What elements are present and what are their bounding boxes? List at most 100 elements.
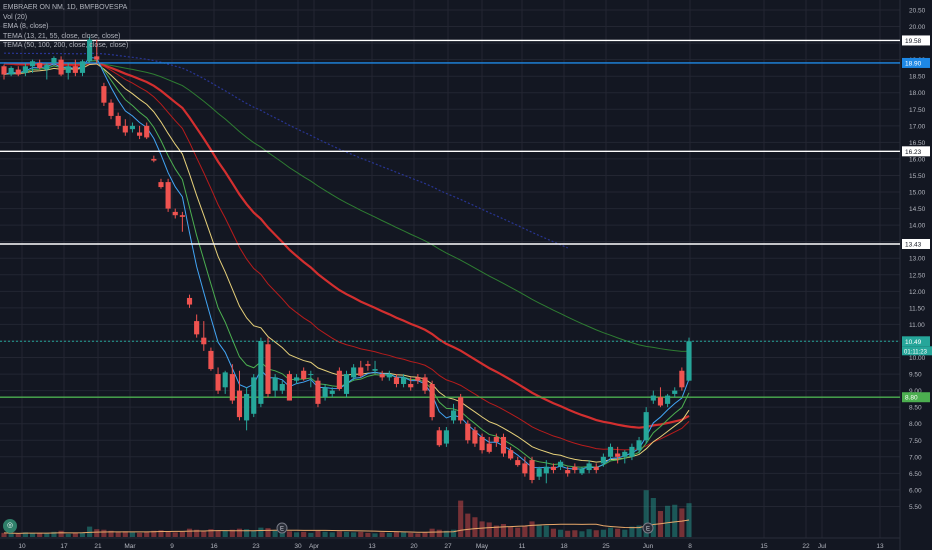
y-tick-label: 5.50	[909, 504, 922, 511]
volume-bar	[122, 531, 128, 537]
price-level-badge	[902, 336, 930, 347]
candle-body	[37, 62, 43, 68]
volume-bar	[379, 532, 385, 537]
candle-body	[486, 443, 492, 452]
volume-bar	[408, 532, 414, 537]
candle-body	[515, 460, 521, 466]
volume-bar	[51, 531, 57, 537]
tema-200-line	[3, 62, 690, 352]
candle-body	[336, 370, 342, 389]
y-tick-label: 16.00	[909, 156, 926, 163]
candle-body	[286, 374, 292, 401]
volume-bar	[308, 532, 314, 537]
candle-body	[165, 182, 171, 209]
countdown-label: 01:11:23	[904, 349, 928, 355]
candle-body	[22, 66, 28, 73]
candle-body	[615, 453, 621, 457]
tema-100-line	[3, 62, 690, 429]
candle-body	[322, 387, 328, 398]
tradingview-logo-icon[interactable]: ◎	[3, 519, 17, 533]
volume-bar	[108, 530, 114, 537]
legend-title: EMBRAER ON NM, 1D, BMFBOVESPA	[3, 4, 128, 11]
x-tick-label: 13	[368, 543, 376, 550]
price-level-badge	[902, 35, 930, 46]
volume-bar	[372, 533, 378, 537]
candle-body	[508, 450, 514, 459]
candle-body	[472, 430, 478, 444]
y-tick-label: 15.00	[909, 190, 926, 197]
volume-bar	[165, 531, 171, 537]
x-tick-label: 16	[210, 543, 218, 550]
y-tick-label: 14.00	[909, 223, 926, 230]
candle-body	[222, 372, 228, 388]
candle-body	[144, 125, 150, 138]
volume-bar	[550, 528, 556, 537]
volume-bar	[22, 532, 28, 537]
candle-body	[665, 395, 671, 404]
volume-bar	[201, 530, 207, 537]
volume-bar	[415, 533, 421, 537]
countdown-badge	[902, 346, 932, 356]
y-tick-label: 12.00	[909, 289, 926, 296]
volume-bar	[436, 529, 442, 537]
candle-body	[579, 468, 585, 474]
candle-body	[622, 451, 628, 457]
volume-bar	[1, 532, 7, 537]
volume-bar	[101, 529, 107, 537]
y-tick-label: 9.50	[909, 372, 922, 379]
volume-bar	[679, 508, 685, 537]
volume-bar	[536, 524, 542, 537]
ema-long-dotted-line	[3, 52, 568, 249]
candle-body	[565, 470, 571, 474]
y-tick-label: 13.00	[909, 256, 926, 263]
volume-bar	[643, 490, 649, 537]
candle-body	[87, 39, 93, 62]
candle-body	[679, 370, 685, 388]
volume-bar	[458, 500, 464, 537]
volume-bar	[365, 532, 371, 537]
candle-body	[44, 64, 50, 70]
candle-body	[8, 67, 14, 75]
candle-body	[229, 374, 235, 401]
candle-body	[151, 158, 157, 161]
volume-bar	[229, 529, 235, 537]
candle-body	[58, 59, 64, 75]
volume-bar	[565, 530, 571, 537]
candle-body	[251, 377, 257, 414]
volume-bar	[500, 524, 507, 537]
candle-body	[236, 390, 243, 418]
price-level-badge	[902, 57, 930, 68]
candle-body	[600, 456, 606, 464]
volume-bar	[258, 527, 264, 537]
candle-body	[351, 367, 357, 378]
volume-bar	[94, 529, 100, 537]
candle-body	[672, 390, 678, 394]
x-tick-label: 22	[802, 543, 810, 550]
volume-bar	[650, 498, 656, 537]
price-level-label: 10.49	[905, 339, 922, 346]
y-tick-label: 15.50	[909, 173, 926, 180]
volume-bar	[336, 531, 342, 537]
volume-bar	[137, 532, 143, 537]
candle-body	[536, 468, 542, 477]
volume-bar	[293, 532, 300, 537]
volume-bar	[393, 531, 400, 537]
candle-body	[329, 390, 335, 394]
x-tick-label: 17	[60, 543, 68, 550]
candle-body	[79, 61, 86, 73]
candle-body	[358, 367, 364, 376]
volume-bar	[401, 532, 407, 537]
candle-body	[72, 66, 78, 73]
candle-body	[379, 374, 385, 378]
volume-bar	[358, 531, 364, 537]
candle-body	[201, 337, 207, 345]
x-tick-label: 25	[602, 543, 610, 550]
earnings-marker-icon	[276, 522, 288, 534]
volume-bar	[351, 532, 357, 537]
candle-body	[436, 430, 442, 446]
candle-body	[244, 393, 250, 421]
y-tick-label: 18.50	[909, 74, 926, 81]
y-tick-label: 17.00	[909, 123, 926, 130]
y-tick-label: 14.50	[909, 206, 926, 213]
